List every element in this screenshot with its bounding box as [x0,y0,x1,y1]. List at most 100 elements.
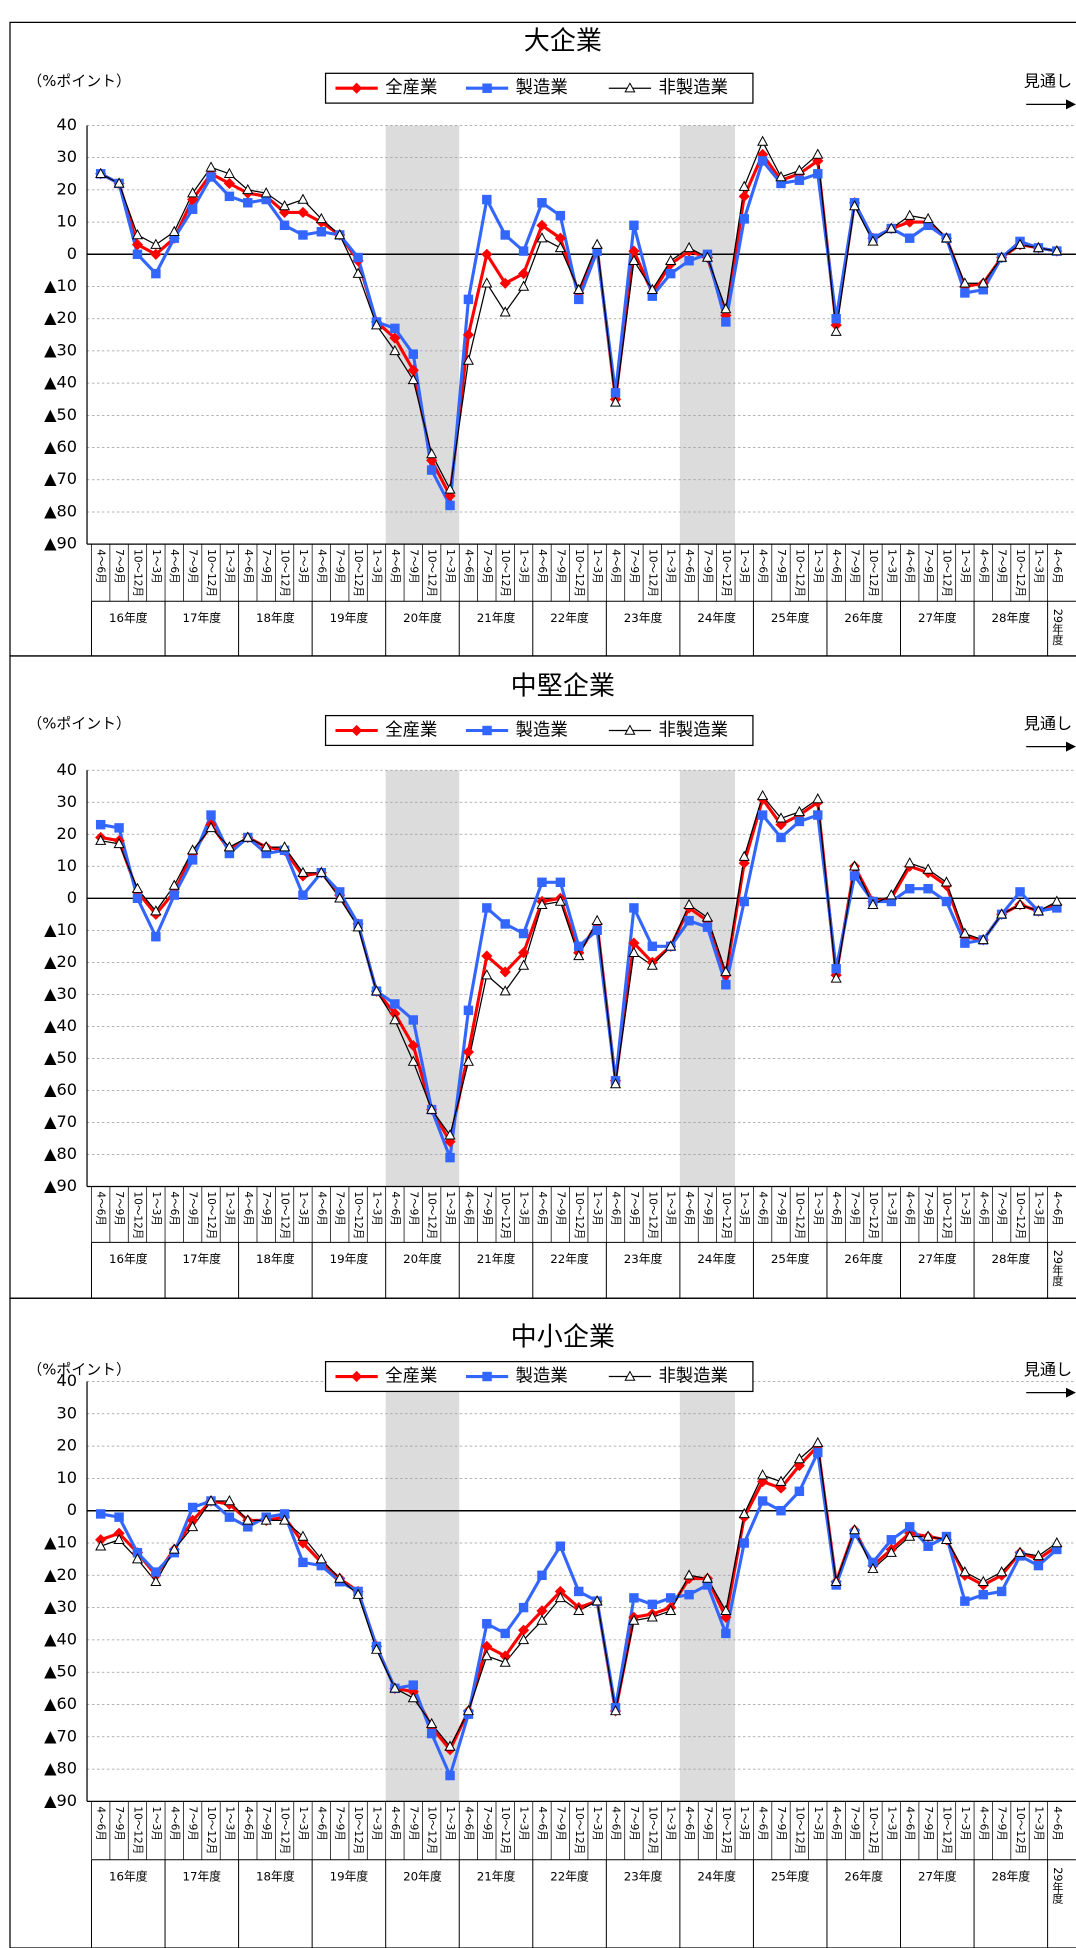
marker [481,248,493,260]
marker [776,1505,786,1516]
y-tick-label: ▲30 [44,1597,77,1616]
marker [408,1015,418,1025]
x-tick-label: 4～6月 [610,1806,622,1841]
x-tick-label: 10～12月 [573,549,585,597]
marker [370,985,383,996]
y-tick-label: ▲60 [44,1694,77,1713]
marker [444,483,456,494]
x-tick-label: 7～9月 [775,1806,787,1841]
legend-box [324,72,754,104]
x-tick-label: 1～3月 [885,549,897,584]
marker [389,1682,401,1693]
y-tick-label: 40 [57,1371,78,1390]
marker [609,1077,622,1089]
y-tick-label: ▲40 [44,1016,77,1035]
marker [168,1543,180,1554]
x-tick-label: 10～12月 [131,549,143,597]
x-tick-label: 1～3月 [370,1191,382,1226]
marker [408,349,418,359]
x-tick-label: 1～3月 [297,1191,309,1226]
marker [775,1475,787,1486]
x-tick-label: 10～12月 [352,1806,364,1854]
marker [407,1692,419,1703]
marker [131,228,144,240]
year-label: 23年度 [624,611,663,625]
marker [867,235,879,246]
marker [187,1502,198,1513]
marker [738,1507,750,1519]
forecast-label: 見通し [1024,714,1072,733]
x-tick-label: 7～9月 [775,1191,787,1226]
x-tick-label: 7～9月 [922,1806,934,1841]
marker [390,323,400,334]
marker [463,294,474,305]
marker [224,1512,235,1522]
year-label: 21年度 [477,1252,516,1266]
marker [555,1541,566,1551]
x-tick-label: 10～12月 [793,549,805,597]
x-tick-label: 7～9月 [113,549,125,584]
marker [848,860,861,871]
x-tick-label: 1～3月 [591,549,603,584]
year-label: 25年度 [771,611,810,625]
marker [554,241,566,253]
marker [1015,887,1025,897]
chart-title: 中小企業 [511,1323,615,1353]
marker [518,1602,529,1613]
marker [665,268,676,279]
marker [831,964,841,974]
marker [591,1595,603,1606]
y-tick-label: 20 [57,1436,78,1455]
x-tick-label: 7～9月 [554,1191,566,1226]
year-label: 26年度 [844,1252,883,1266]
marker [628,937,640,949]
marker [316,1560,327,1571]
x-tick-label: 7～9月 [260,1806,272,1841]
x-tick-label: 4～6月 [830,549,842,584]
marker [554,1591,566,1603]
marker [352,1588,364,1599]
marker [830,1575,842,1586]
marker [482,903,492,913]
marker [573,283,585,294]
y-axis-label: （%ポイント） [27,714,131,732]
marker [629,220,639,231]
marker [500,919,510,929]
x-tick-label: 1～3月 [665,549,677,584]
marker [315,212,327,224]
legend-label: 全産業 [385,720,437,740]
marker [977,277,989,288]
marker [206,172,216,182]
marker [95,819,106,830]
marker [683,241,695,253]
marker [959,1566,971,1577]
marker [940,876,953,887]
marker [1032,241,1044,253]
x-tick-label: 1～3月 [444,1806,456,1841]
x-tick-label: 7～9月 [334,1191,346,1226]
marker [389,344,401,356]
x-tick-label: 4～6月 [95,549,107,584]
marker [298,890,308,900]
marker [95,167,107,179]
marker [646,959,658,970]
marker [996,1566,1008,1577]
y-tick-label: 30 [57,792,78,811]
marker [279,199,291,211]
marker [499,966,511,978]
marker [151,1567,161,1577]
marker [426,1103,438,1114]
marker [813,1447,823,1458]
marker [297,206,309,219]
marker [757,156,768,166]
marker [793,164,805,175]
x-tick-label: 1～3月 [150,549,162,584]
marker [794,1486,805,1497]
x-tick-label: 4～6月 [977,549,989,584]
x-tick-label: 4～6月 [904,549,916,584]
panel-border [9,1297,1076,1948]
marker [624,724,636,735]
marker [187,855,198,865]
marker [831,313,841,324]
x-tick-label: 10～12月 [940,549,952,597]
